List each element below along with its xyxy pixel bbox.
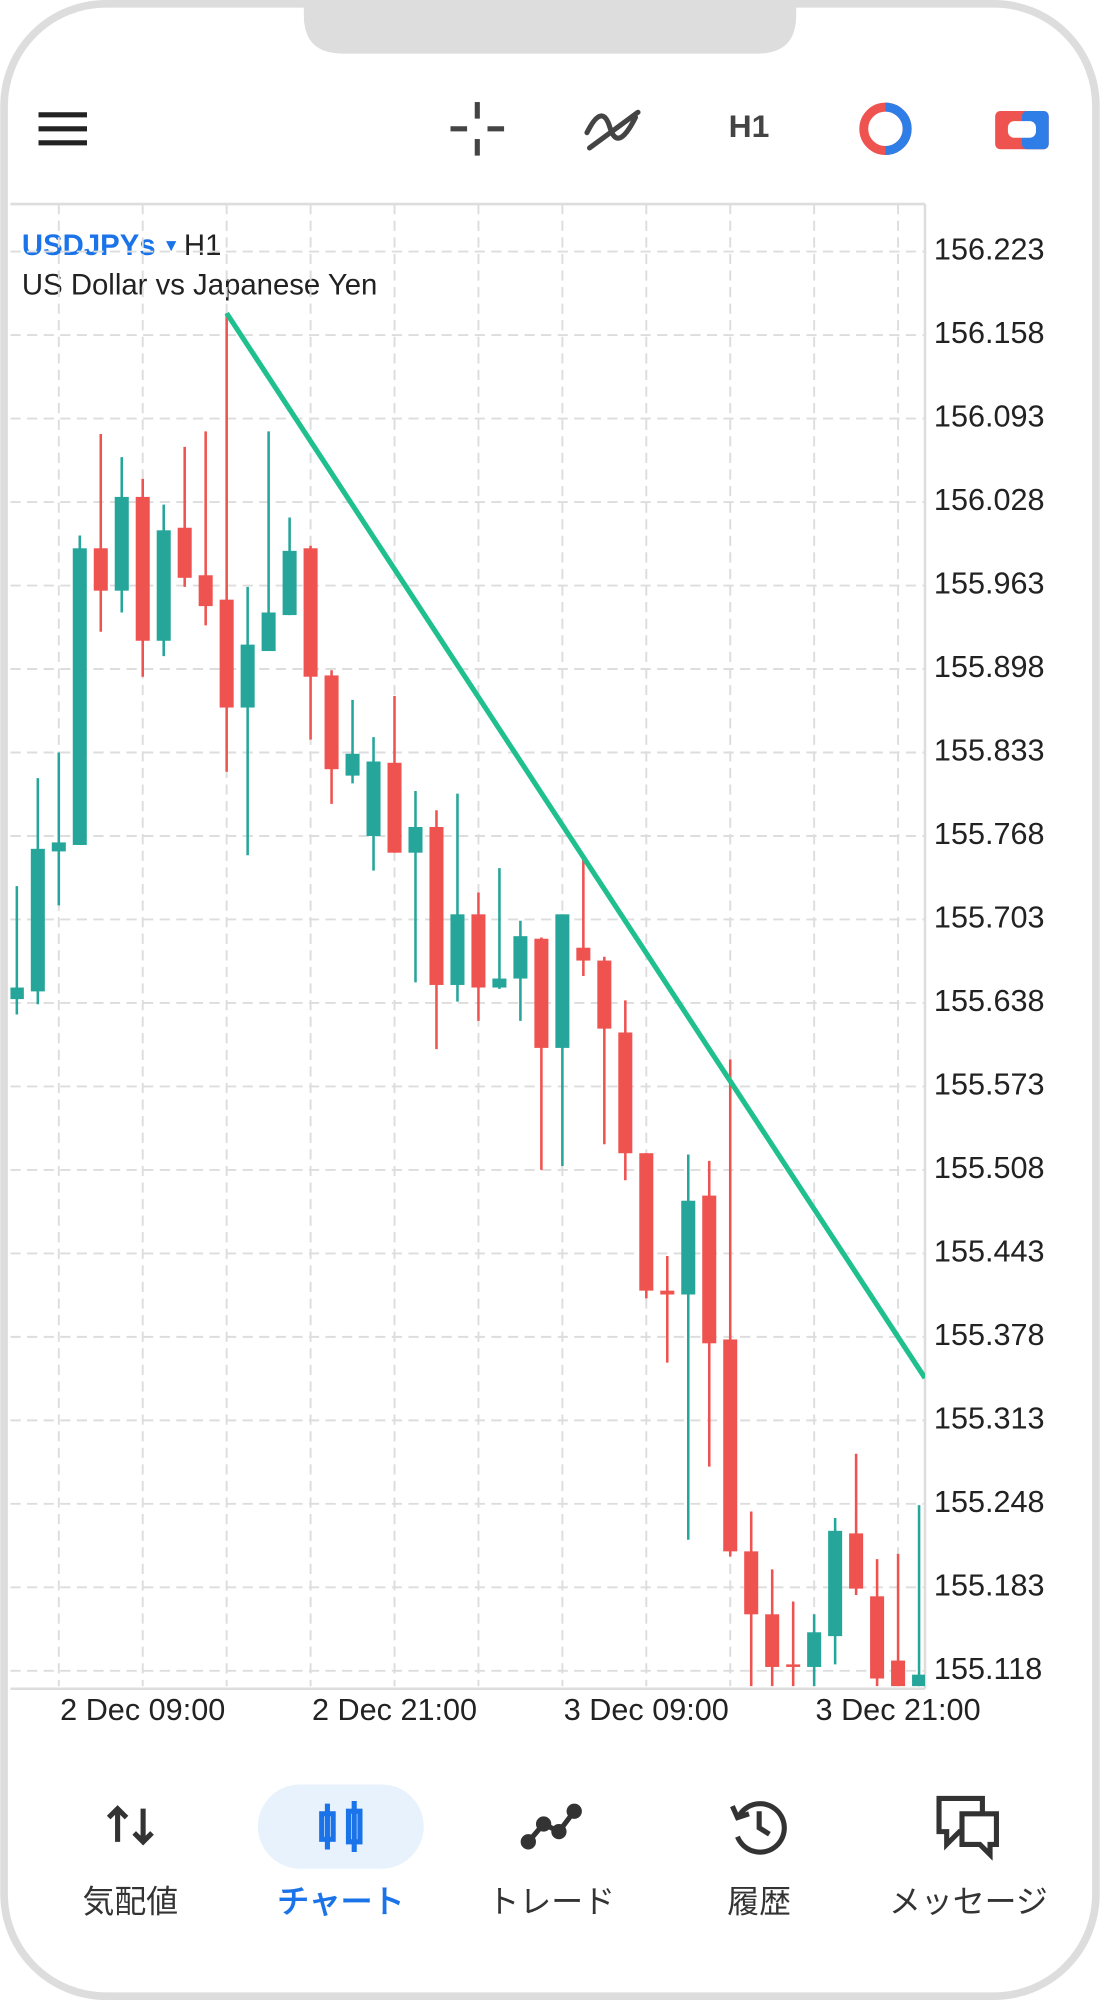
candle-body [618,1032,633,1154]
symbol[interactable]: USDJPYs [22,229,156,262]
candle-body [471,914,486,988]
y-tick-label: 155.898 [934,650,1045,684]
nav-label[interactable]: トレード [488,1884,616,1920]
candle-body [198,575,213,607]
candle-body [156,530,171,641]
candle-body [114,496,129,591]
y-tick-label: 155.183 [934,1568,1045,1602]
nav-label[interactable]: メッセージ [889,1884,1048,1920]
trendline [224,311,925,1380]
history-icon[interactable] [730,1801,787,1855]
x-tick-label: 2 Dec 21:00 [312,1693,477,1727]
crosshair-button[interactable] [450,102,505,156]
candle-body [219,599,234,708]
clock-button[interactable] [859,102,912,155]
candle-body [429,826,444,985]
x-tick-label: 3 Dec 09:00 [564,1693,729,1727]
notch [303,3,797,54]
candle-body [870,1596,885,1679]
y-tick-label: 156.028 [934,483,1045,517]
candle-body [597,960,612,1029]
candle-body [807,1632,822,1667]
candle-body [387,762,402,853]
candle-body [828,1530,843,1637]
candle-body [912,1674,925,1687]
candle-body [282,550,297,616]
y-tick-label: 155.638 [934,984,1045,1018]
y-tick-label: 155.963 [934,567,1045,601]
y-tick-label: 155.378 [934,1318,1045,1352]
chart-icon[interactable] [319,1801,363,1853]
y-tick-label: 155.443 [934,1234,1045,1268]
messages-icon[interactable] [936,1795,999,1861]
candle-body [450,914,465,985]
y-tick-label: 155.118 [934,1652,1042,1686]
nav-label[interactable]: チャート [277,1884,404,1920]
candle-body [660,1290,675,1295]
y-tick-label: 155.703 [934,901,1045,935]
candle-body [765,1614,780,1667]
y-tick-label: 155.508 [934,1151,1045,1185]
candle-body [240,644,255,708]
candle-body [51,842,66,852]
candle-body [702,1195,717,1344]
y-tick-label: 156.093 [934,400,1045,434]
candle-body [177,527,192,578]
candle-body [555,914,570,1048]
trade-button[interactable] [995,110,1049,150]
candle-body [576,947,591,961]
candle-body [891,1660,906,1687]
candle-body [345,753,360,776]
candle-body [72,548,87,845]
candle-body [10,987,24,1000]
candle-body [723,1339,738,1552]
y-tick-label: 155.833 [934,734,1045,768]
candle-body [366,761,381,836]
y-tick-label: 155.248 [934,1485,1045,1519]
candle-body [30,848,45,992]
y-tick-label: 156.223 [934,233,1045,267]
chart-timeframe: H1 [184,229,221,262]
candle-body [303,548,318,677]
quotes-icon[interactable] [106,1805,154,1846]
subtitle: US Dollar vs Japanese Yen [22,269,377,302]
menu-button[interactable] [38,112,87,146]
candle-body [93,548,108,591]
active-pill [257,1784,424,1869]
x-tick-label: 2 Dec 09:00 [60,1693,225,1727]
trade-icon[interactable] [520,1803,582,1850]
indicator-button[interactable] [584,109,641,151]
y-tick-label: 155.573 [934,1068,1045,1102]
candle-body [135,496,150,641]
y-tick-label: 155.768 [934,817,1045,851]
candle-body [639,1153,654,1291]
symbol-dropdown[interactable] [166,241,177,252]
candle-body [534,938,549,1048]
candle-body [261,612,276,652]
y-tick-label: 156.158 [934,316,1045,350]
candle-body [492,978,507,988]
candle-body [513,936,528,979]
candle-body [324,675,339,770]
candle-body [681,1200,696,1295]
candle-body [744,1551,759,1615]
x-tick-label: 3 Dec 21:00 [816,1693,981,1727]
candle-body [786,1664,801,1667]
nav-label[interactable]: 履歴 [727,1884,791,1920]
timeframe-button[interactable]: H1 [729,108,770,144]
plot [10,311,925,1687]
y-tick-label: 155.313 [934,1401,1045,1435]
nav-label[interactable]: 気配値 [83,1884,179,1920]
candle-body [849,1533,864,1589]
candle-body [408,826,423,853]
